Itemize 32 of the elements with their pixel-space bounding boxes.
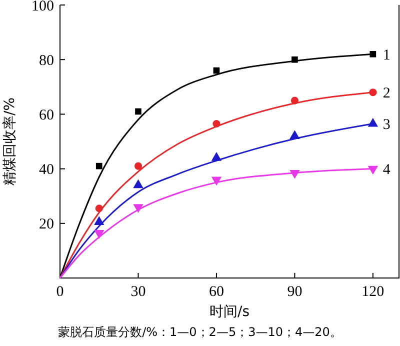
series-label: 3 bbox=[382, 117, 390, 134]
point bbox=[135, 108, 142, 115]
point bbox=[213, 67, 220, 74]
x-tick-label: 90 bbox=[287, 284, 302, 300]
series-label: 2 bbox=[382, 86, 390, 102]
y-tick-label: 20 bbox=[39, 216, 54, 233]
series-label: 4 bbox=[382, 162, 391, 178]
point bbox=[94, 230, 104, 239]
y-tick-label: 40 bbox=[39, 162, 54, 178]
y-tick-label: 60 bbox=[39, 107, 54, 124]
point bbox=[134, 162, 142, 170]
point bbox=[290, 170, 300, 179]
y-tick-label: 100 bbox=[32, 0, 54, 14]
point bbox=[211, 176, 222, 186]
point bbox=[368, 166, 378, 175]
point bbox=[292, 56, 298, 63]
point bbox=[95, 204, 103, 212]
point bbox=[133, 204, 144, 213]
point bbox=[290, 96, 298, 104]
x-tick-label: 30 bbox=[130, 284, 146, 300]
series-label: 1 bbox=[382, 47, 390, 64]
point bbox=[212, 120, 220, 128]
point bbox=[369, 88, 377, 96]
point bbox=[96, 162, 102, 170]
point bbox=[370, 50, 376, 58]
y-tick-label: 80 bbox=[39, 52, 54, 69]
text: 蒙脱石质量分数/%：1—0；2—5；3—10；4—20。 bbox=[58, 325, 342, 339]
x-tick-label: 60 bbox=[208, 284, 224, 300]
x-tick-label: 0 bbox=[56, 284, 64, 300]
x-tick-label: 120 bbox=[362, 284, 384, 300]
y-axis-title: 精煤回收率/% bbox=[2, 97, 18, 186]
x-axis-title: 时间/s bbox=[209, 304, 250, 320]
